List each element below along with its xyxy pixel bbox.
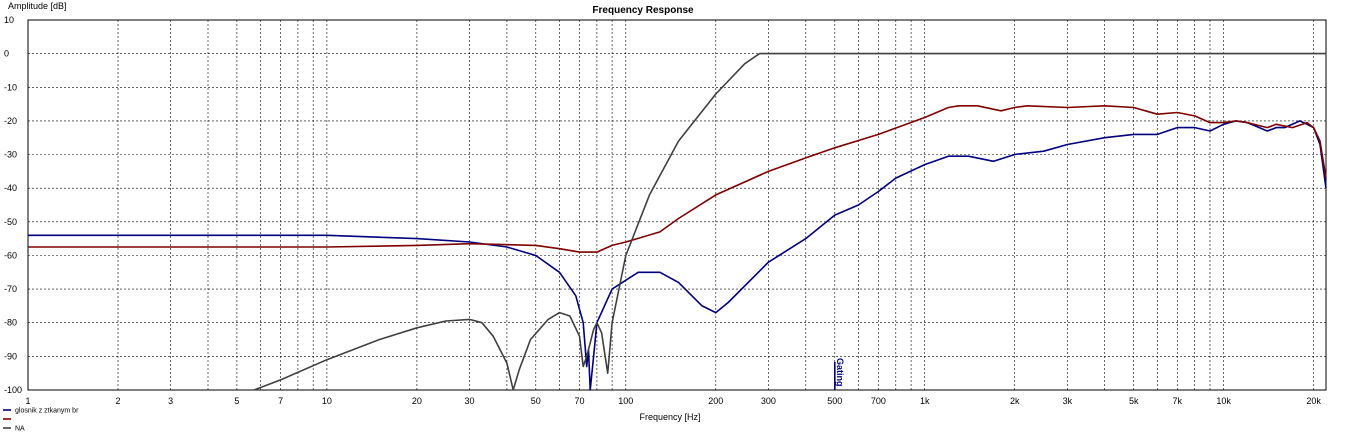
x-tick-label: 5k	[1129, 396, 1139, 406]
x-tick-label: 2	[115, 396, 120, 406]
x-tick-label: 100	[618, 396, 633, 406]
x-tick-label: 10	[322, 396, 332, 406]
x-tick-label: 7	[278, 396, 283, 406]
x-tick-label: 3	[168, 396, 173, 406]
y-tick-label: -50	[4, 217, 17, 227]
y-tick-label: -40	[4, 183, 17, 193]
y-tick-label: -60	[4, 251, 17, 261]
y-tick-label: -80	[4, 318, 17, 328]
x-tick-label: 30	[464, 396, 474, 406]
x-tick-label: 200	[708, 396, 723, 406]
gating-annotation: Gating	[835, 358, 845, 387]
series-layer	[28, 52, 1327, 391]
x-tick-label: 7k	[1173, 396, 1183, 406]
x-tick-label: 2k	[1010, 396, 1020, 406]
chart-title: Frequency Response	[592, 5, 694, 16]
x-tick-labels: 1 2 3 5 7 10 20 30 50 70 100 200 300 500 700 1k 2k 3k 5k 7k…	[25, 396, 1321, 406]
x-tick-label: 1k	[920, 396, 930, 406]
y-tick-label: -10	[4, 82, 17, 92]
x-tick-label: 70	[574, 396, 584, 406]
y-tick-labels: 10 0 -10 -20 -30 -40 -50 -60 -70 -80 -90 -100	[4, 15, 22, 395]
y-tick-label: -70	[4, 284, 17, 294]
x-tick-label: 1	[25, 396, 30, 406]
y-tick-label: -20	[4, 116, 17, 126]
y-tick-label: 10	[4, 15, 14, 25]
x-tick-label: 10k	[1216, 396, 1231, 406]
y-tick-label: -30	[4, 150, 17, 160]
y-tick-label: -90	[4, 351, 17, 361]
x-gridlines	[117, 20, 1314, 390]
x-tick-label: 300	[761, 396, 776, 406]
legend-label: NA	[15, 426, 25, 433]
legend: glosnik z ztkanym br NA	[3, 408, 79, 433]
annotation-layer: Gating	[833, 358, 845, 390]
series-line-3	[253, 52, 1326, 391]
x-tick-label: 3k	[1063, 396, 1073, 406]
x-tick-label: 700	[871, 396, 886, 406]
y-tick-label: -100	[4, 385, 22, 395]
x-tick-label: 5	[234, 396, 239, 406]
y-axis-label: Amplitude [dB]	[8, 1, 67, 11]
x-axis-label: Frequency [Hz]	[639, 412, 700, 422]
x-tick-label: 20k	[1306, 396, 1321, 406]
legend-label: glosnik z ztkanym br	[15, 408, 79, 415]
plot-area	[27, 19, 1327, 391]
series-line-2	[28, 105, 1327, 253]
x-tick-label: 50	[531, 396, 541, 406]
x-tick-label: 500	[827, 396, 842, 406]
x-tick-label: 20	[412, 396, 422, 406]
y-tick-label: 0	[4, 49, 9, 59]
